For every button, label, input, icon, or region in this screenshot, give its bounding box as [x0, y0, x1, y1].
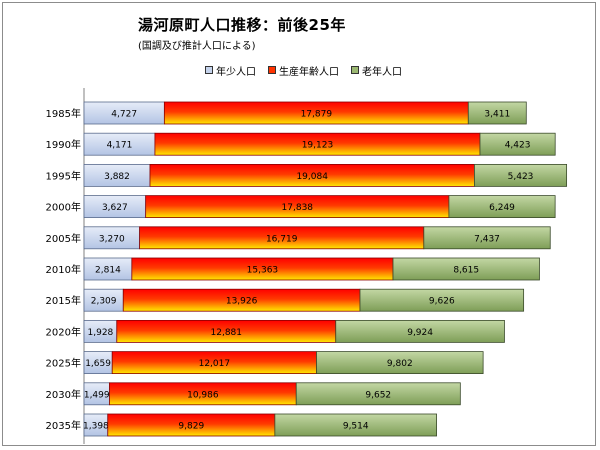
bar-segment-old: [423, 226, 551, 250]
category-label: 2025年: [46, 357, 81, 370]
value-label-old: 4,423: [505, 141, 531, 151]
category-label: 2035年: [46, 419, 81, 432]
value-label-working: 13,926: [226, 297, 258, 307]
legend-swatch-young: [205, 66, 213, 74]
bar-segment-old: [335, 319, 505, 343]
value-label-working: 17,879: [301, 110, 333, 120]
bar-segment-old: [295, 382, 461, 406]
value-label-old: 3,411: [484, 110, 510, 120]
chart-subtitle: (国調及び推計人口による): [138, 41, 256, 52]
value-label-young: 2,814: [95, 266, 121, 276]
legend-label-young: 年少人口: [216, 66, 256, 78]
category-label: 2005年: [46, 232, 81, 245]
value-label-young: 2,309: [91, 297, 117, 307]
value-label-young: 4,727: [111, 110, 137, 120]
bar-segment-old: [474, 163, 568, 187]
legend-label-working: 生産年齢人口: [279, 66, 339, 78]
value-label-old: 5,423: [508, 172, 534, 182]
legend-item-young: 年少人口: [205, 63, 256, 78]
bar-segment-old: [479, 132, 556, 156]
legend-item-old: 老年人口: [351, 63, 402, 78]
category-label: 2030年: [46, 388, 81, 401]
value-label-working: 15,363: [247, 266, 279, 276]
value-label-old: 6,249: [489, 203, 515, 213]
category-labels-group: 1985年 1990年 1995年 2000年 2005年 2010年 2015年 2020年…: [46, 107, 81, 432]
value-label-working: 16,719: [266, 234, 298, 244]
value-label-old: 7,437: [474, 234, 500, 244]
bar-segment-old: [316, 351, 484, 375]
category-label: 1990年: [46, 138, 81, 151]
value-label-young: 4,171: [107, 141, 133, 151]
legend: 年少人口 生産年齢人口 老年人口: [205, 62, 402, 78]
value-label-working: 9,829: [178, 422, 204, 432]
value-label-old: 9,652: [365, 390, 391, 400]
value-label-working: 19,084: [296, 172, 328, 182]
bar-segment-old: [274, 413, 437, 437]
category-label: 2010年: [46, 263, 81, 276]
value-label-young: 1,659: [85, 359, 111, 369]
value-label-working: 17,838: [282, 203, 314, 213]
bar-segment-old: [467, 101, 527, 125]
value-label-working: 12,017: [199, 359, 231, 369]
bar-segment-old: [359, 288, 525, 312]
value-label-old: 9,802: [387, 359, 413, 369]
value-label-young: 1,499: [84, 390, 110, 400]
legend-swatch-old: [351, 66, 359, 74]
category-label: 1985年: [46, 107, 81, 120]
category-label: 2020年: [46, 325, 81, 338]
bars-group: 4,727 17,879 3,411 4,171 19,123 4,423 3,882 19,…: [83, 101, 568, 437]
value-label-working: 19,123: [302, 141, 334, 151]
category-label: 1995年: [46, 169, 81, 182]
legend-label-old: 老年人口: [362, 66, 402, 78]
value-label-young: 1,928: [88, 328, 114, 338]
chart-title: 湯河原町人口推移：前後25年: [138, 16, 346, 34]
legend-swatch-working: [268, 66, 276, 74]
bar-segment-old: [448, 195, 556, 219]
value-label-working: 12,881: [211, 328, 243, 338]
category-label: 2000年: [46, 201, 81, 214]
value-label-old: 8,615: [453, 266, 479, 276]
category-label: 2015年: [46, 294, 81, 307]
value-label-old: 9,924: [407, 328, 433, 338]
value-label-young: 1,398: [83, 422, 109, 432]
bar-segment-old: [392, 257, 540, 281]
legend-item-working: 生産年齢人口: [268, 63, 339, 78]
value-label-young: 3,270: [99, 234, 125, 244]
value-label-old: 9,626: [429, 297, 455, 307]
value-label-young: 3,882: [104, 172, 130, 182]
value-label-old: 9,514: [343, 422, 369, 432]
value-label-young: 3,627: [102, 203, 128, 213]
value-label-working: 10,986: [187, 390, 219, 400]
